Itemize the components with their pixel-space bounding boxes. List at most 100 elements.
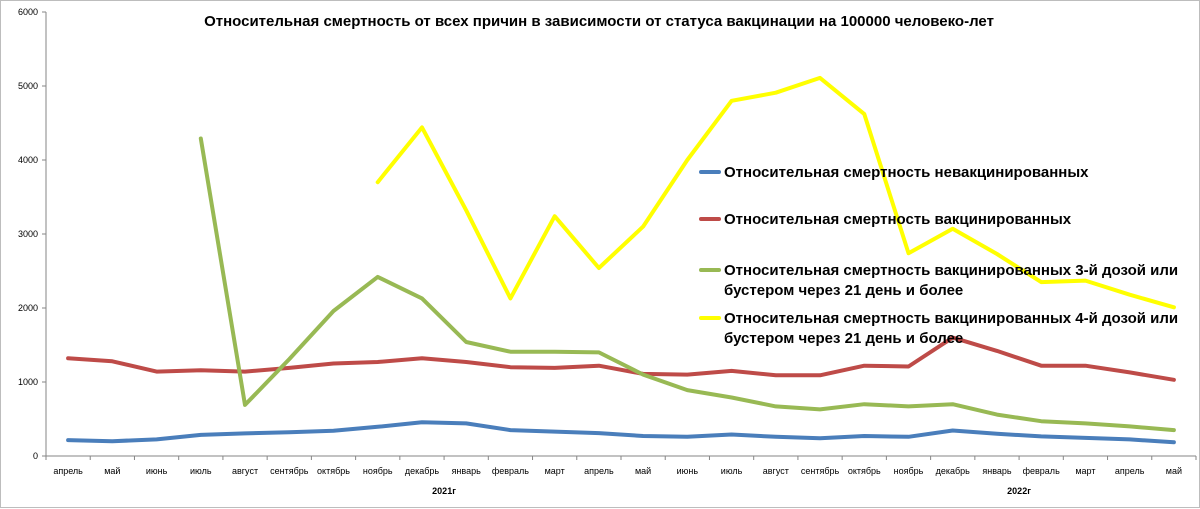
- series-1-point: [243, 432, 247, 435]
- x-tick-label: декабрь: [936, 466, 971, 476]
- series-2-point: [818, 374, 822, 377]
- series-4-point: [1084, 279, 1087, 282]
- series-1-point: [1084, 436, 1087, 440]
- x-tick-label: август: [763, 466, 789, 476]
- series-3-point: [553, 350, 556, 353]
- series-1-point: [818, 437, 822, 440]
- series-3-point: [1128, 425, 1131, 428]
- x-tick-label: январь: [982, 466, 1012, 476]
- legend-label-2: Относительная смертность вакцинированных: [724, 211, 1072, 228]
- series-1-point: [288, 431, 291, 434]
- series-4-point: [553, 215, 556, 218]
- series-1-point: [66, 438, 70, 442]
- series-3-point: [420, 297, 424, 300]
- x-tick-label: ноябрь: [363, 466, 393, 476]
- chart-title: Относительная смертность от всех причин …: [204, 13, 994, 30]
- series-3-point: [863, 403, 866, 406]
- x-tick-label: июнь: [677, 466, 699, 476]
- x-tick-label: июль: [190, 466, 212, 476]
- x-tick-label: февраль: [1023, 466, 1060, 476]
- series-4-point: [995, 252, 999, 256]
- x-tick-label: март: [545, 466, 565, 476]
- series-3-segment: [198, 136, 1176, 433]
- series-3-point: [774, 405, 778, 408]
- series-2-point: [420, 357, 424, 360]
- legend: Относительная смертность невакцинированн…: [699, 164, 1178, 347]
- series-2-point: [66, 357, 70, 360]
- series-1-point: [995, 432, 999, 435]
- x-tick-label: апрель: [53, 466, 83, 476]
- series-4-point: [509, 297, 512, 300]
- series-2-point: [1039, 364, 1043, 367]
- series-2-point: [243, 370, 247, 373]
- series-1-point: [376, 425, 379, 428]
- series-3-point: [995, 413, 999, 416]
- series-3-point: [464, 340, 468, 344]
- series-4-point: [1128, 293, 1131, 296]
- y-tick-label: 2000: [18, 303, 38, 313]
- series-4-line: [375, 75, 1176, 310]
- series-2-point: [1084, 364, 1087, 367]
- series-4-point: [730, 99, 733, 103]
- series-1-point: [155, 438, 158, 441]
- series-2-point: [199, 368, 203, 372]
- series-2-point: [553, 366, 556, 370]
- series-1-point: [1039, 435, 1043, 438]
- series-4-point: [907, 252, 910, 255]
- series-1-point: [951, 429, 954, 432]
- series-2-point: [774, 374, 778, 377]
- x-tick-label: апрель: [1115, 466, 1145, 476]
- series-2-point: [376, 360, 379, 364]
- series-2-point: [332, 362, 335, 365]
- series-1-point: [597, 431, 601, 435]
- series-1-point: [774, 435, 778, 438]
- series-1-point: [1172, 441, 1176, 444]
- series-1-point: [641, 434, 645, 438]
- series-3-point: [951, 403, 954, 406]
- series-3-point: [818, 408, 822, 411]
- series-3-point: [376, 275, 379, 279]
- series-2-point: [863, 364, 866, 367]
- y-tick-label: 3000: [18, 229, 38, 239]
- series-1-segment: [66, 420, 1176, 445]
- series-2-point: [686, 373, 689, 376]
- x-tick-label: сентябрь: [270, 466, 309, 476]
- series-2-point: [111, 360, 114, 363]
- x-tick-label: май: [104, 466, 120, 476]
- series-2-point: [288, 366, 291, 370]
- series-3-point: [288, 357, 291, 361]
- series-4-point: [464, 209, 468, 212]
- series-3-point: [332, 309, 335, 313]
- y-tick-label: 0: [33, 451, 38, 461]
- y-tick-label: 4000: [18, 155, 38, 165]
- series-2-point: [951, 336, 954, 339]
- series-1-line: [66, 420, 1176, 445]
- x-tick-label: октябрь: [848, 466, 881, 476]
- x-tick-label: июль: [721, 466, 743, 476]
- series-2-point: [907, 365, 910, 368]
- y-tick-label: 6000: [18, 7, 38, 17]
- series-3-point: [199, 137, 203, 140]
- series-1-point: [907, 435, 910, 438]
- x-tick-label: январь: [452, 466, 482, 476]
- series-1-point: [730, 433, 733, 436]
- series-1-point: [332, 429, 335, 433]
- x-tick-label: ноябрь: [894, 466, 924, 476]
- series-4-point: [376, 181, 379, 184]
- series-3-point: [641, 373, 645, 376]
- series-4-point: [1172, 306, 1176, 309]
- year-label: 2022г: [1007, 486, 1031, 496]
- series-4-point: [818, 76, 822, 80]
- series-1-point: [509, 428, 512, 432]
- series-4-point: [951, 227, 954, 231]
- series-2-point: [155, 370, 158, 373]
- series-4-point: [863, 112, 866, 116]
- series-1-point: [420, 421, 424, 424]
- legend-label-1: Относительная смертность невакцинированн…: [724, 164, 1089, 181]
- series-2-segment: [66, 335, 1176, 382]
- series-4-point: [641, 225, 645, 228]
- series-3-point: [509, 350, 512, 353]
- series-3-point: [243, 403, 247, 407]
